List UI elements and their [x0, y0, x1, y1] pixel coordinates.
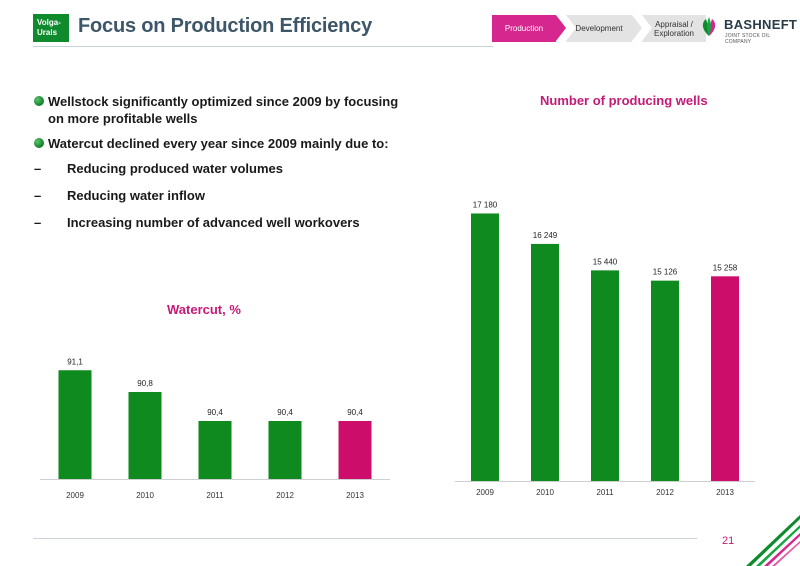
data-label-2009: 91,1: [67, 357, 83, 366]
bar-2013: [711, 276, 739, 481]
footer-divider: [33, 538, 697, 539]
dash-icon: –: [34, 161, 42, 176]
bar-2013: [338, 421, 372, 479]
watercut-chart-title: Watercut, %: [167, 302, 241, 317]
wells-bar-chart: 17 180 2009 16 249 2010 15 440 2011 15 126 2012…: [455, 200, 755, 497]
stage-appraisal-line-1: Appraisal /: [655, 19, 693, 29]
corner-stripes-decoration: [746, 515, 800, 566]
region-line-2: Urals: [37, 28, 58, 37]
bar-2009: [58, 370, 92, 479]
page-title: Focus on Production Efficiency: [78, 15, 373, 37]
sub-bullet-workovers: – Increasing number of advanced well wor…: [34, 214, 404, 231]
region-line-1: Volga-: [37, 18, 61, 27]
tick-label-2011: 2011: [596, 488, 614, 497]
sub-bullet-produced-water: – Reducing produced water volumes: [34, 160, 404, 177]
tick-label-2009: 2009: [476, 488, 494, 497]
bar-2012: [268, 421, 302, 479]
stage-development-label: Development: [575, 24, 623, 33]
logo-name: BASHNEFT: [724, 17, 798, 32]
tick-label-2013: 2013: [346, 491, 364, 500]
sub-bullet-text: Reducing water inflow: [67, 188, 205, 203]
stage-appraisal-exploration[interactable]: Appraisal / Exploration: [642, 15, 706, 42]
tick-label-2012: 2012: [276, 491, 294, 500]
wells-chart-title: Number of producing wells: [540, 93, 708, 108]
data-label-2013: 90,4: [347, 408, 363, 417]
logo-tagline: JOINT STOCK OIL COMPANY: [725, 33, 771, 45]
green-bullet-icon: [34, 138, 44, 148]
bullet-wellstock-text: Wellstock significantly optimized since …: [48, 94, 399, 126]
sub-bullet-text: Reducing produced water volumes: [67, 161, 283, 176]
bar-2011: [591, 270, 619, 481]
tick-label-2009: 2009: [66, 491, 84, 500]
green-bullet-icon: [34, 96, 44, 106]
tick-label-2011: 2011: [206, 491, 224, 500]
bar-2009: [471, 213, 499, 481]
data-label-2009: 17 180: [473, 200, 498, 209]
dash-icon: –: [34, 188, 42, 203]
sub-bullet-water-inflow: – Reducing water inflow: [34, 187, 404, 204]
stage-development[interactable]: Development: [566, 15, 642, 42]
data-label-2012: 90,4: [277, 408, 293, 417]
bullet-watercut: Watercut declined every year since 2009 …: [34, 135, 404, 152]
data-label-2012: 15 126: [653, 268, 678, 277]
stage-navigation: Production Development Appraisal / Explo…: [492, 15, 706, 42]
sub-bullet-text: Increasing number of advanced well worko…: [67, 215, 360, 230]
company-logo: BASHNEFT JOINT STOCK OIL COMPANY: [698, 14, 797, 45]
bar-2010: [128, 392, 162, 479]
stage-production[interactable]: Production: [492, 15, 566, 42]
page-number: 21: [722, 535, 735, 547]
tick-label-2012: 2012: [656, 488, 674, 497]
tick-label-2013: 2013: [716, 488, 734, 497]
dash-icon: –: [34, 215, 42, 230]
data-label-2010: 16 249: [533, 231, 558, 240]
tick-label-2010: 2010: [136, 491, 154, 500]
bar-2012: [651, 280, 679, 481]
data-label-2013: 15 258: [713, 263, 738, 272]
stage-production-label: Production: [504, 24, 544, 33]
bullet-wellstock: Wellstock significantly optimized since …: [34, 93, 404, 127]
stage-appraisal-line-2: Exploration: [653, 28, 695, 38]
bullet-watercut-text: Watercut declined every year since 2009 …: [48, 136, 389, 151]
region-badge: Volga- Urals: [33, 14, 69, 42]
stage-appraisal-label: Appraisal / Exploration: [654, 20, 694, 38]
header-divider: [33, 46, 493, 47]
tick-label-2010: 2010: [536, 488, 554, 497]
key-points: Wellstock significantly optimized since …: [34, 93, 404, 241]
data-label-2011: 90,4: [207, 408, 223, 417]
watercut-bar-chart: 91,1 2009 90,8 2010 90,4 2011 90,4 2012 90,4 2013: [40, 357, 390, 500]
data-label-2011: 15 440: [593, 257, 618, 266]
bar-2011: [198, 421, 232, 479]
bar-2010: [531, 243, 559, 481]
data-label-2010: 90,8: [137, 379, 153, 388]
logo-flower-icon: [702, 17, 716, 36]
